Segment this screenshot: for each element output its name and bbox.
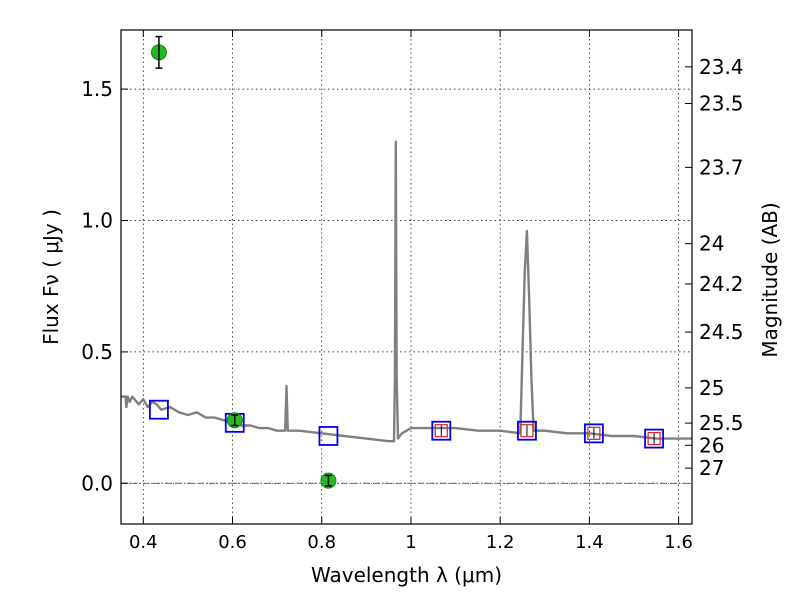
mag-tick-label-3: 24 bbox=[699, 232, 724, 256]
mag-tick-label-6: 25 bbox=[699, 376, 724, 400]
x-tick-label-2: 0.8 bbox=[307, 532, 336, 553]
nir-band-square-3 bbox=[647, 432, 661, 446]
y-tick-label-0: 0.0 bbox=[81, 471, 113, 495]
plot-frame bbox=[120, 29, 693, 525]
model-band-square-4 bbox=[517, 420, 537, 441]
model-band-square-3 bbox=[431, 420, 452, 441]
grid bbox=[121, 30, 692, 524]
mag-tick-label-9: 27 bbox=[699, 456, 724, 480]
y-tick-label-2: 1.0 bbox=[81, 209, 113, 233]
mag-tick-label-5: 24.5 bbox=[699, 320, 744, 344]
x-tick-label-3: 1 bbox=[405, 532, 416, 553]
mag-tick-label-7: 25.5 bbox=[699, 411, 744, 435]
mag-tick-label-8: 26 bbox=[699, 433, 724, 457]
y-axis-label: Flux Fν ( μJy ) bbox=[39, 209, 63, 345]
nir-band-square-2 bbox=[587, 426, 601, 440]
model-band-square-0 bbox=[149, 399, 169, 420]
x-tick-label-6: 1.6 bbox=[664, 532, 693, 553]
mag-tick-label-4: 24.2 bbox=[699, 272, 744, 296]
model-band-square-5 bbox=[583, 423, 604, 444]
mag-tick-label-0: 23.4 bbox=[699, 55, 744, 79]
axis-ticks: 0.4 0.6 0.8 1 1.2 1.4 1.6 0.0 0.5 1.0 1.5 23.4 23.5 2… bbox=[81, 30, 744, 553]
x-tick-label-4: 1.2 bbox=[486, 532, 515, 553]
spectrum-series bbox=[121, 140, 692, 443]
model-band-square-2 bbox=[318, 426, 339, 446]
mag-tick-label-2: 23.7 bbox=[699, 155, 744, 179]
x-tick-label-0: 0.4 bbox=[129, 532, 158, 553]
y-tick-label-1: 0.5 bbox=[81, 340, 113, 364]
spectrum-line bbox=[121, 140, 692, 443]
x-tick-label-1: 0.6 bbox=[218, 532, 247, 553]
right-axis-label: Magnitude (AB) bbox=[758, 202, 782, 357]
y-tick-label-3: 1.5 bbox=[81, 77, 113, 101]
x-tick-label-5: 1.4 bbox=[575, 532, 604, 553]
x-axis-label: Wavelength λ (μm) bbox=[311, 563, 502, 587]
mag-tick-label-1: 23.5 bbox=[699, 91, 744, 115]
nir-band-square-0 bbox=[434, 424, 448, 438]
model-band-square-6 bbox=[644, 428, 664, 449]
nir-band-square-1 bbox=[520, 424, 534, 438]
photometry-markers bbox=[149, 35, 664, 489]
